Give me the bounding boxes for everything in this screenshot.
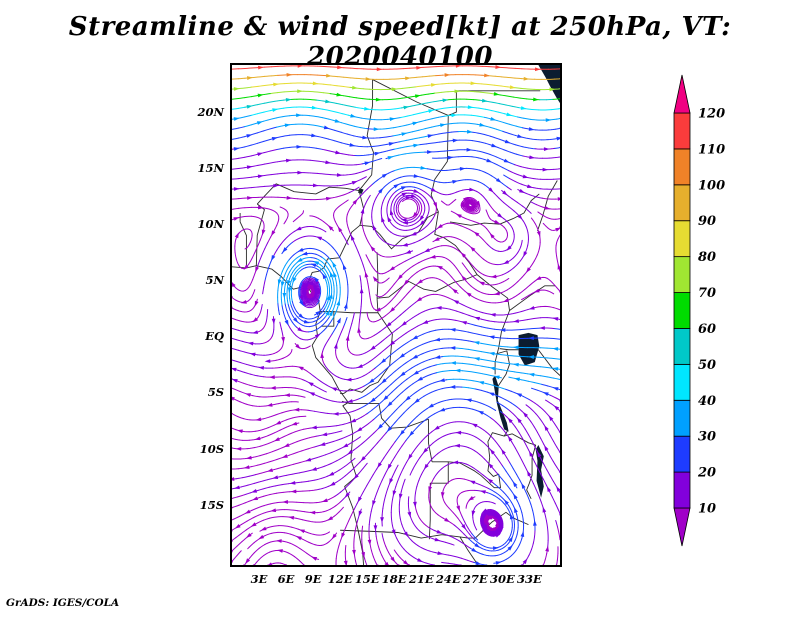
colorbar-segment bbox=[673, 112, 691, 150]
lon-tick-label: 21E bbox=[408, 572, 434, 586]
plot-title: Streamline & wind speed[kt] at 250hPa, V… bbox=[68, 12, 732, 72]
streamline-map-canvas bbox=[232, 65, 560, 565]
lat-tick-label: 20N bbox=[197, 105, 224, 120]
colorbar-segment bbox=[673, 435, 691, 473]
colorbar-tick-label: 30 bbox=[698, 430, 716, 445]
colorbar-tick-label: 50 bbox=[698, 358, 716, 373]
lon-tick-label: 12E bbox=[327, 572, 353, 586]
lon-tick-label: 27E bbox=[462, 572, 488, 586]
colorbar-segment bbox=[673, 148, 691, 186]
lat-tick-label: EQ bbox=[205, 329, 224, 344]
lat-tick-label: 10S bbox=[199, 441, 224, 456]
colorbar: 10 20 30 40 50 60 70 80 90 100 110 120 bbox=[660, 60, 790, 604]
lat-tick-label: 15S bbox=[199, 497, 224, 512]
colorbar-tick-label: 100 bbox=[698, 178, 725, 193]
colorbar-tick-label: 40 bbox=[698, 394, 716, 409]
lon-tick-label: 33E bbox=[516, 572, 542, 586]
colorbar-segment bbox=[673, 328, 691, 365]
colorbar-segment bbox=[673, 184, 691, 222]
lon-tick-label: 9E bbox=[304, 572, 322, 586]
colorbar-svg: 10 20 30 40 50 60 70 80 90 100 110 120 bbox=[673, 74, 725, 547]
lon-tick-label: 3E bbox=[250, 572, 268, 586]
colorbar-segment bbox=[673, 471, 691, 509]
lon-tick-label: 24E bbox=[435, 572, 461, 586]
colorbar-tick-label: 10 bbox=[698, 502, 716, 517]
lon-tick-label: 18E bbox=[381, 572, 407, 586]
colorbar-segment bbox=[673, 292, 691, 329]
colorbar-tick-label: 120 bbox=[698, 107, 725, 122]
lon-tick-label: 30E bbox=[489, 572, 515, 586]
lon-tick-label: 15E bbox=[354, 572, 380, 586]
colorbar-tick-label: 70 bbox=[698, 286, 716, 301]
colorbar-tick-label: 80 bbox=[698, 250, 716, 265]
colorbar-tick-label: 110 bbox=[698, 142, 725, 157]
colorbar-tick-label: 90 bbox=[698, 214, 716, 229]
colorbar-segment bbox=[673, 74, 691, 114]
colorbar-segment bbox=[673, 507, 691, 547]
colorbar-segment bbox=[673, 220, 691, 258]
colorbar-segment bbox=[673, 399, 691, 437]
colorbar-segment bbox=[673, 256, 691, 293]
lon-tick-label: 6E bbox=[277, 572, 295, 586]
lat-tick-label: 5N bbox=[205, 273, 224, 288]
colorbar-segment bbox=[673, 363, 691, 401]
lat-tick-label: 10N bbox=[197, 217, 224, 232]
colorbar-tick-label: 60 bbox=[698, 322, 716, 337]
grads-credit: GrADS: IGES/COLA bbox=[6, 597, 120, 609]
lat-tick-label: 5S bbox=[207, 385, 224, 400]
lat-tick-label: 15N bbox=[197, 161, 224, 176]
colorbar-tick-label: 20 bbox=[697, 466, 716, 481]
map-plot-frame bbox=[230, 63, 562, 567]
